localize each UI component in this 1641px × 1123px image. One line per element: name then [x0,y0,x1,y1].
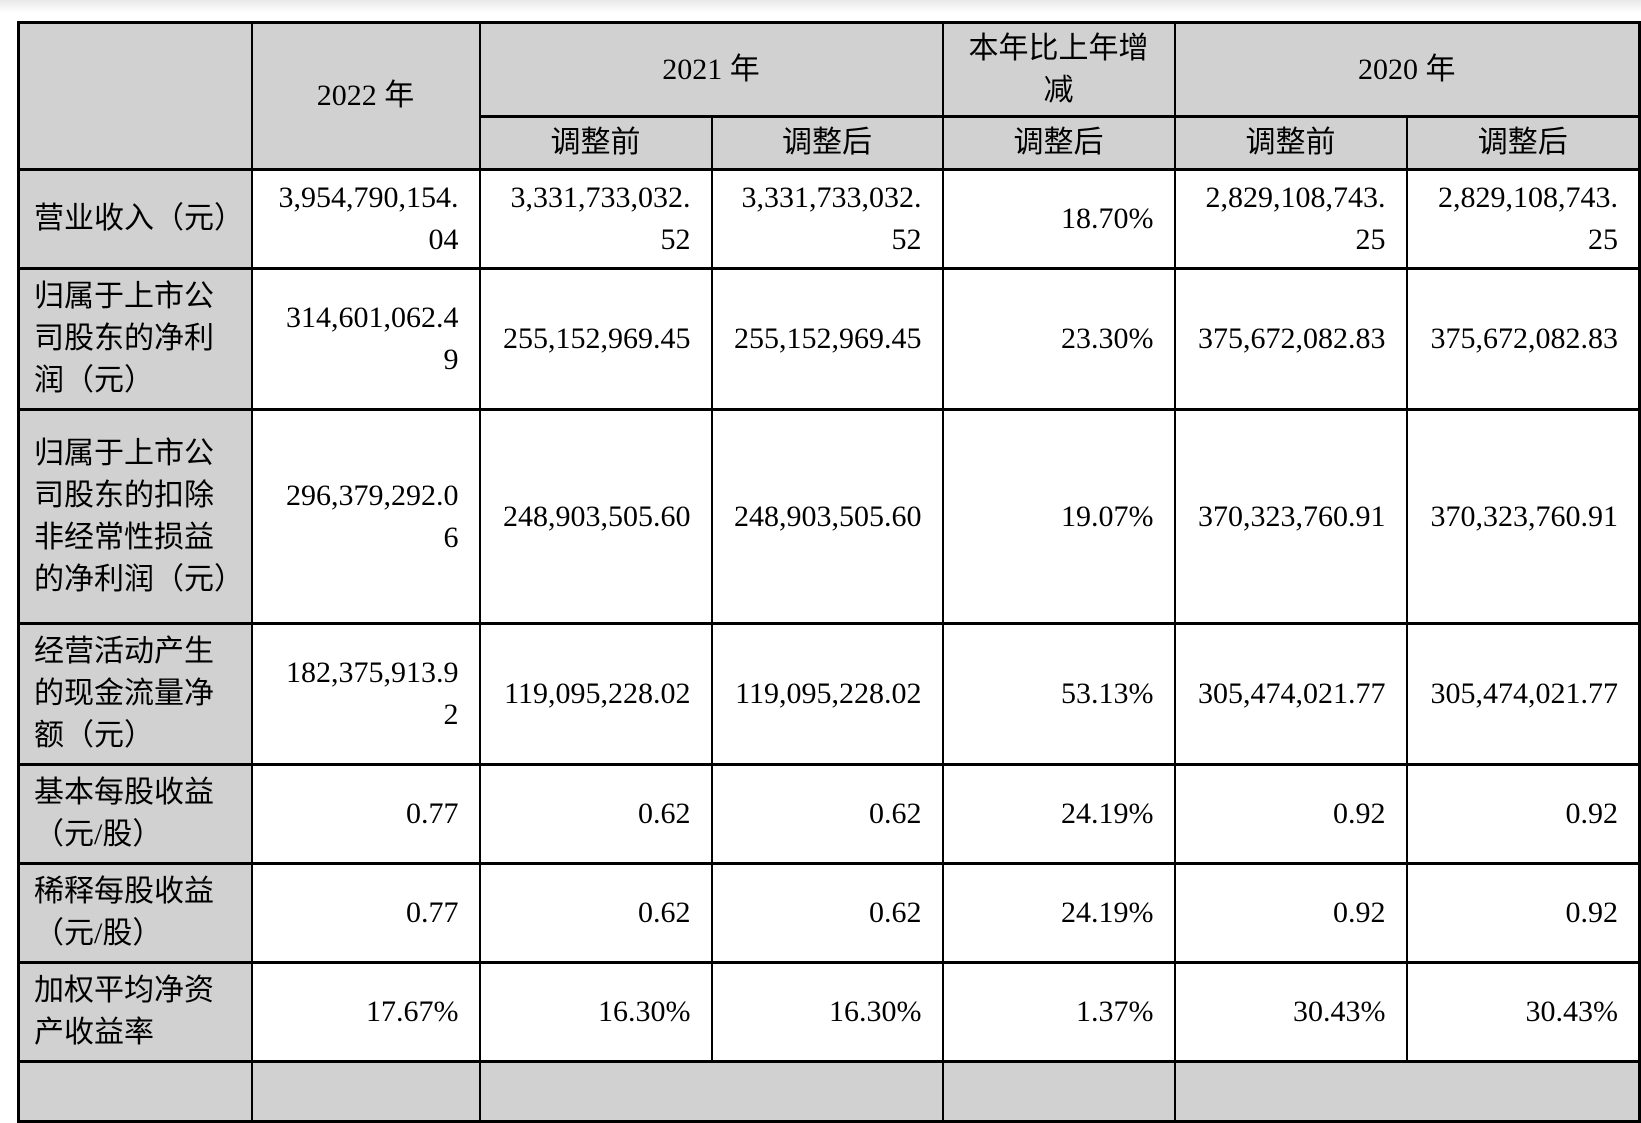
value-change: 1.37% [941,961,1176,1063]
value-2021-before: 0.62 [478,862,713,964]
header-row-years: 2022 年 2021 年 本年比上年增减 2020 年 [17,21,1641,171]
header-yoy-change: 本年比上年增减 [941,21,1176,118]
value-2021-before: 255,152,969.45 [478,267,713,411]
value-2020-after: 375,672,082.83 [1405,267,1641,411]
value-2020-before: 2,829,108,743.25 [1173,168,1408,270]
value-2020-before: 370,323,760.91 [1173,408,1408,625]
row-label: 稀释每股收益（元/股） [17,862,253,964]
value-2021-after: 119,095,228.02 [710,622,944,766]
subheader-change-adjust-after: 调整后 [941,115,1176,171]
row-label: 基本每股收益（元/股） [17,763,253,865]
value-2020-after: 2,829,108,743.25 [1405,168,1641,270]
row-label: 加权平均净资产收益率 [17,961,253,1063]
value-2020-before: 0.92 [1173,862,1408,964]
value-2021-before: 3,331,733,032.52 [478,168,713,270]
value-2021-after: 3,331,733,032.52 [710,168,944,270]
header-year-2020: 2020 年 [1173,21,1641,118]
value-2020-before: 375,672,082.83 [1173,267,1408,411]
value-2021-after: 248,903,505.60 [710,408,944,625]
row-label: 归属于上市公司股东的净利润（元） [17,267,253,411]
value-2022: 314,601,062.49 [250,267,481,411]
value-2022: 296,379,292.06 [250,408,481,625]
value-2021-before: 248,903,505.60 [478,408,713,625]
subheader-2020-adjust-before: 调整前 [1173,115,1408,171]
value-2020-after: 0.92 [1405,862,1641,964]
table-row-revenue: 营业收入（元） 3,954,790,154.04 3,331,733,032.5… [17,168,1641,270]
value-2020-after: 305,474,021.77 [1405,622,1641,766]
subheader-2020-adjust-after: 调整后 [1405,115,1641,171]
value-2022: 182,375,913.92 [250,622,481,766]
next-header-cell-2020 [1173,1060,1641,1123]
table-row-basic-eps: 基本每股收益（元/股） 0.77 0.62 0.62 24.19% 0.92 0… [17,763,1641,865]
subheader-2021-adjust-before: 调整前 [478,115,713,171]
table-row-net-profit: 归属于上市公司股东的净利润（元） 314,601,062.49 255,152,… [17,267,1641,411]
table-row-operating-cash-flow: 经营活动产生的现金流量净额（元） 182,375,913.92 119,095,… [17,622,1641,766]
header-corner-cell [17,21,253,171]
page-top-edge [0,0,1641,13]
next-section-header-row-clipped [17,1060,1641,1123]
table-row-weighted-avg-roe: 加权平均净资产收益率 17.67% 16.30% 16.30% 1.37% 30… [17,961,1641,1063]
row-label: 经营活动产生的现金流量净额（元） [17,622,253,766]
value-change: 24.19% [941,763,1176,865]
value-2021-after: 0.62 [710,862,944,964]
value-change: 19.07% [941,408,1176,625]
value-change: 18.70% [941,168,1176,270]
header-year-2021: 2021 年 [478,21,944,118]
value-2022: 3,954,790,154.04 [250,168,481,270]
value-change: 23.30% [941,267,1176,411]
value-2021-before: 16.30% [478,961,713,1063]
value-2020-before: 305,474,021.77 [1173,622,1408,766]
subheader-2021-adjust-after: 调整后 [710,115,944,171]
value-2020-after: 30.43% [1405,961,1641,1063]
next-header-cell-2021 [478,1060,944,1123]
value-change: 53.13% [941,622,1176,766]
value-2021-after: 16.30% [710,961,944,1063]
next-header-corner-cell [17,1060,253,1123]
value-2022: 17.67% [250,961,481,1063]
next-header-cell-change [941,1060,1176,1123]
value-2020-before: 30.43% [1173,961,1408,1063]
value-2022: 0.77 [250,763,481,865]
next-header-cell-2022 [250,1060,481,1123]
value-2020-after: 0.92 [1405,763,1641,865]
value-2020-before: 0.92 [1173,763,1408,865]
row-label: 归属于上市公司股东的扣除非经常性损益的净利润（元） [17,408,253,625]
header-year-2022: 2022 年 [250,21,481,171]
table-row-diluted-eps: 稀释每股收益（元/股） 0.77 0.62 0.62 24.19% 0.92 0… [17,862,1641,964]
financial-summary-table: 2022 年 2021 年 本年比上年增减 2020 年 调整前 调整后 调整后… [17,21,1641,1123]
value-change: 24.19% [941,862,1176,964]
table-row-net-profit-excl-nonrecurring: 归属于上市公司股东的扣除非经常性损益的净利润（元） 296,379,292.06… [17,408,1641,625]
value-2021-before: 0.62 [478,763,713,865]
value-2021-after: 0.62 [710,763,944,865]
value-2022: 0.77 [250,862,481,964]
value-2020-after: 370,323,760.91 [1405,408,1641,625]
value-2021-before: 119,095,228.02 [478,622,713,766]
value-2021-after: 255,152,969.45 [710,267,944,411]
header-row-adjustments: 调整前 调整后 调整后 调整前 调整后 [19,115,1641,171]
row-label: 营业收入（元） [17,168,253,270]
